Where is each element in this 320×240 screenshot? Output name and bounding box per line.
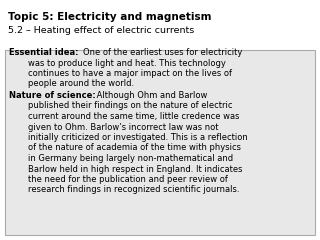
Text: published their findings on the nature of electric: published their findings on the nature o… [28,102,233,110]
Text: Essential idea:: Essential idea: [9,48,78,57]
Text: the need for the publication and peer review of: the need for the publication and peer re… [28,175,228,184]
Text: Although Ohm and Barlow: Although Ohm and Barlow [94,91,207,100]
Text: Nature of science:: Nature of science: [9,91,96,100]
Text: people around the world.: people around the world. [28,79,134,89]
Text: was to produce light and heat. This technology: was to produce light and heat. This tech… [28,59,226,67]
Text: current around the same time, little credence was: current around the same time, little cre… [28,112,239,121]
Text: continues to have a major impact on the lives of: continues to have a major impact on the … [28,69,232,78]
Text: initially criticized or investigated. This is a reflection: initially criticized or investigated. Th… [28,133,248,142]
Text: 5.2 – Heating effect of electric currents: 5.2 – Heating effect of electric current… [8,26,194,35]
Text: given to Ohm. Barlow’s incorrect law was not: given to Ohm. Barlow’s incorrect law was… [28,122,219,132]
Text: of the nature of academia of the time with physics: of the nature of academia of the time wi… [28,144,241,152]
Text: Topic 5: Electricity and magnetism: Topic 5: Electricity and magnetism [8,12,212,22]
Text: Barlow held in high respect in England. It indicates: Barlow held in high respect in England. … [28,164,243,174]
Text: research findings in recognized scientific journals.: research findings in recognized scientif… [28,186,239,194]
Bar [5,50,315,235]
Text: One of the earliest uses for electricity: One of the earliest uses for electricity [83,48,242,57]
Text: in Germany being largely non-mathematical and: in Germany being largely non-mathematica… [28,154,233,163]
